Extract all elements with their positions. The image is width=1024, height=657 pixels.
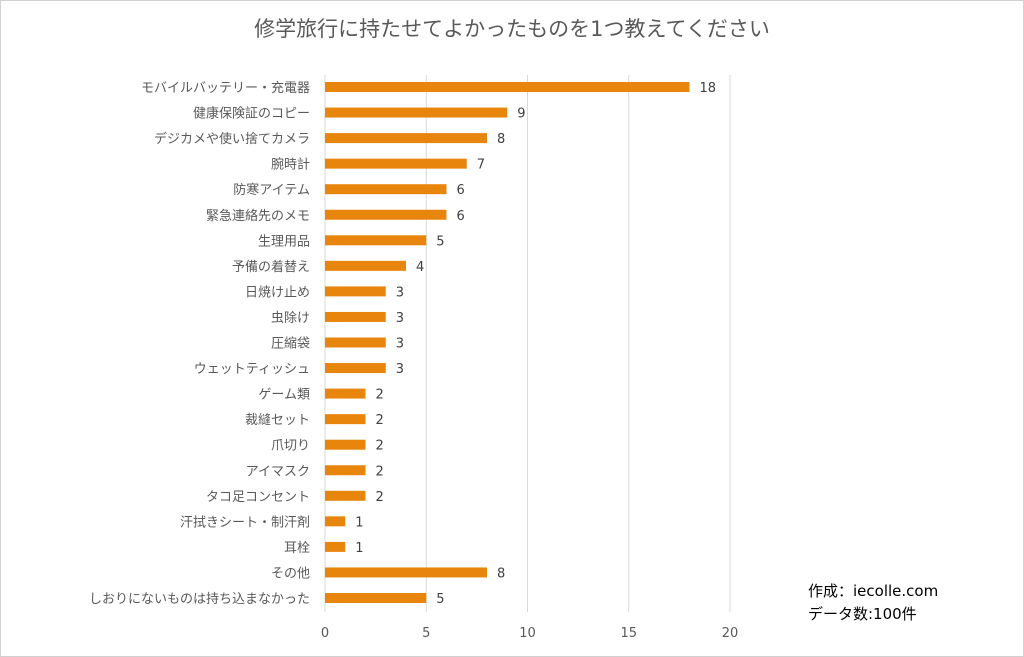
bar bbox=[325, 363, 386, 374]
data-label: 1 bbox=[355, 515, 363, 530]
data-label: 2 bbox=[376, 413, 384, 428]
category-label: 緊急連絡先のメモ bbox=[206, 208, 310, 224]
bar bbox=[325, 158, 467, 169]
category-label: 爪切り bbox=[271, 439, 310, 454]
data-count-note: データ数:100件 bbox=[808, 605, 917, 623]
x-tick-label: 20 bbox=[722, 626, 739, 641]
category-label: 日焼け止め bbox=[245, 285, 310, 300]
category-label: デジカメや使い捨てカメラ bbox=[154, 131, 310, 147]
bar bbox=[325, 465, 366, 476]
bar bbox=[325, 439, 366, 450]
data-label: 6 bbox=[457, 209, 465, 224]
category-label: ウェットティッシュ bbox=[194, 362, 310, 377]
bar bbox=[325, 209, 447, 220]
category-label: 汗拭きシート・制汗剤 bbox=[180, 514, 310, 530]
data-label: 8 bbox=[497, 566, 505, 581]
data-label: 3 bbox=[396, 311, 404, 326]
bar bbox=[325, 184, 447, 195]
data-label: 18 bbox=[700, 81, 717, 96]
data-label: 2 bbox=[376, 388, 384, 403]
category-label: 健康保険証のコピー bbox=[193, 106, 310, 122]
category-label: タコ足コンセント bbox=[206, 490, 310, 505]
bar bbox=[325, 567, 487, 578]
bar bbox=[325, 286, 386, 297]
data-label: 7 bbox=[477, 158, 485, 173]
data-label: 3 bbox=[396, 285, 404, 300]
bar bbox=[325, 414, 366, 425]
bar bbox=[325, 235, 427, 246]
bar bbox=[325, 337, 386, 348]
category-label: 腕時計 bbox=[271, 157, 310, 173]
bar bbox=[325, 133, 487, 144]
data-label: 3 bbox=[396, 362, 404, 377]
data-label: 4 bbox=[416, 260, 424, 275]
data-label: 2 bbox=[376, 439, 384, 454]
bar bbox=[325, 516, 346, 527]
category-label: 耳栓 bbox=[284, 541, 310, 556]
data-label: 2 bbox=[376, 490, 384, 505]
data-label: 5 bbox=[436, 592, 444, 607]
category-label: しおりにないものは持ち込まなかった bbox=[89, 592, 310, 607]
category-label: その他 bbox=[271, 566, 310, 581]
data-label: 5 bbox=[436, 234, 444, 249]
category-label: 防寒アイテム bbox=[233, 182, 310, 198]
x-tick-label: 10 bbox=[519, 626, 536, 641]
x-tick-label: 5 bbox=[422, 626, 430, 641]
chart-title: 修学旅行に持たせてよかったものを1つ教えてください bbox=[254, 17, 770, 41]
data-label: 1 bbox=[355, 541, 363, 556]
data-label: 9 bbox=[517, 107, 525, 122]
bar bbox=[325, 593, 427, 603]
bar bbox=[325, 107, 508, 118]
author-note: 作成：iecolle.com bbox=[808, 582, 939, 600]
bar bbox=[325, 541, 346, 552]
data-label: 8 bbox=[497, 132, 505, 147]
bar bbox=[325, 388, 366, 399]
category-label: 生理用品 bbox=[258, 234, 310, 249]
x-tick-label: 15 bbox=[620, 626, 637, 641]
category-label: 裁縫セット bbox=[245, 412, 310, 428]
data-label: 2 bbox=[376, 464, 384, 479]
bar bbox=[325, 82, 690, 92]
category-label: 予備の着替え bbox=[232, 259, 310, 275]
bar bbox=[325, 490, 366, 501]
data-label: 6 bbox=[457, 183, 465, 198]
data-label: 3 bbox=[396, 337, 404, 352]
category-label: ゲーム類 bbox=[258, 388, 310, 403]
category-label: モバイルバッテリー・充電器 bbox=[141, 80, 310, 96]
category-label: アイマスク bbox=[246, 464, 310, 479]
x-tick-label: 0 bbox=[321, 626, 329, 641]
category-label: 圧縮袋 bbox=[271, 336, 310, 352]
bar bbox=[325, 260, 406, 271]
category-label: 虫除け bbox=[271, 311, 310, 326]
bar bbox=[325, 311, 386, 322]
